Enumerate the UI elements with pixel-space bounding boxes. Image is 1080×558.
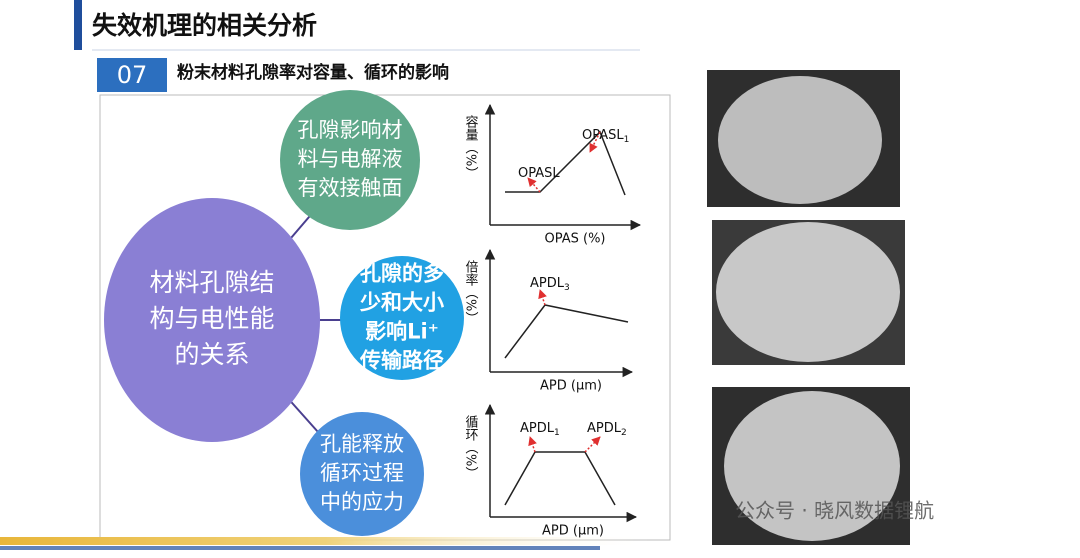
y-label: 容量（%） <box>463 114 479 179</box>
annotation: APDL2 <box>587 421 627 438</box>
center-line: 构与电性能 <box>149 304 274 333</box>
number-badge <box>97 58 167 92</box>
node-line: 影响Li⁺ <box>365 320 439 344</box>
annotation-sub: 3 <box>564 283 570 293</box>
curve <box>505 130 626 196</box>
node-line: 孔能释放 <box>320 432 404 456</box>
node-line: 中的应力 <box>320 490 404 514</box>
annotation-text: OPASL <box>518 166 560 181</box>
node-line: 孔隙的多 <box>360 262 444 286</box>
center-circle <box>104 198 320 442</box>
sem-particle <box>716 222 900 362</box>
arrow <box>584 436 601 453</box>
node-circle <box>340 256 464 380</box>
annotation-sub: 2 <box>621 428 627 438</box>
annotation: APDL3 <box>530 276 570 293</box>
annotation-text: OPASL <box>582 128 624 143</box>
node-line: 孔隙影响材 <box>298 118 403 142</box>
footer-band <box>0 537 650 545</box>
arrow <box>538 289 547 306</box>
annotation-text: APDL <box>587 421 622 436</box>
title: 失效机理的相关分析 <box>92 11 317 40</box>
x-label: APD (μm) <box>540 379 602 394</box>
sem-particle <box>724 391 900 541</box>
subtitle: 粉末材料孔隙率对容量、循环的影响 <box>177 62 449 83</box>
section-number: 07 <box>117 61 148 89</box>
x-label: OPAS (%) <box>544 232 605 247</box>
node-line: 循环过程 <box>320 461 404 485</box>
center-line: 的关系 <box>174 340 249 369</box>
sem-particle <box>718 76 882 204</box>
annotation: APDL1 <box>520 421 560 438</box>
node-circle <box>300 412 424 536</box>
annotation: OPASL1 <box>582 128 629 145</box>
node-line: 传输路径 <box>359 349 444 373</box>
arrow <box>528 436 537 453</box>
annotation: OPASL <box>518 166 560 181</box>
title-bar <box>74 0 82 50</box>
y-label: 循环（%） <box>463 415 479 479</box>
curve <box>504 451 616 506</box>
node-line: 少和大小 <box>359 291 444 315</box>
watermark: 公众号 · 晓风数据锂航 <box>735 499 934 523</box>
node-circle <box>280 90 420 230</box>
y-label: 倍率（%） <box>463 260 479 324</box>
node-line: 有效接触面 <box>298 176 403 200</box>
x-label: APD (μm) <box>542 524 604 539</box>
annotation-text: APDL <box>530 276 565 291</box>
footer-band <box>0 546 600 550</box>
annotation-sub: 1 <box>554 428 560 438</box>
node-line: 料与电解液 <box>298 147 403 171</box>
arrow <box>527 177 541 193</box>
annotation-sub: 1 <box>624 135 630 145</box>
center-line: 材料孔隙结 <box>149 268 274 297</box>
annotation-text: APDL <box>520 421 555 436</box>
